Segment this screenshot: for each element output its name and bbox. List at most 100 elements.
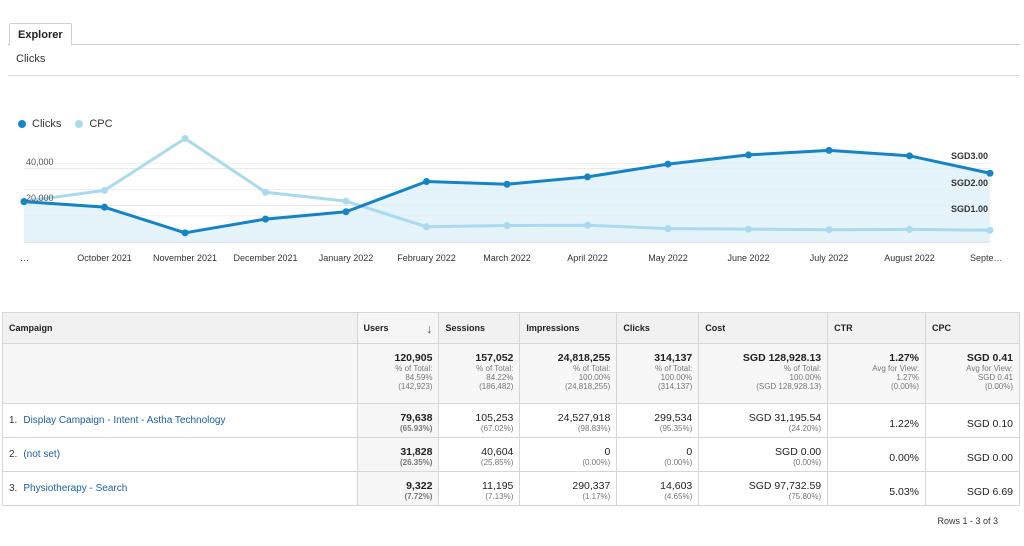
clicks-point [825, 146, 833, 154]
legend-dot-cpc [75, 120, 84, 128]
totals-subtext: % of Total: [783, 364, 822, 373]
metric-value: 5.03% [889, 486, 920, 498]
clicks-point [986, 169, 994, 177]
x-axis-tick: July 2022 [809, 253, 849, 263]
totals-subtext: SGD 0.41 [977, 373, 1013, 382]
totals-cell: 24,818,255% of Total: 100.00% (24,818,255) [519, 343, 618, 404]
col-header-cost[interactable]: Cost [698, 312, 829, 344]
metric-value: SGD 0.00 [775, 446, 822, 458]
metric-percent: (0.00%) [664, 458, 693, 467]
legend-dot-clicks [18, 120, 26, 128]
totals-value: 157,052 [475, 352, 514, 364]
clicks-point [342, 208, 350, 216]
legend-item-cpc[interactable]: CPC [75, 118, 113, 130]
table-row: 1. Display Campaign - Intent - Astha Tech… [2, 403, 1020, 438]
totals-cell: 1.27% Avg for View: 1.27% (0.00%) [827, 343, 927, 404]
cpc-point [101, 186, 108, 194]
col-header-impressions[interactable]: Impressions [519, 312, 618, 344]
col-header-users-label: Users [363, 323, 389, 333]
col-header-campaign[interactable]: Campaign [2, 312, 358, 344]
totals-cell: SGD 0.41 Avg for View: SGD 0.41 (0.00%) [925, 343, 1020, 404]
totals-subtext: (142,923) [398, 382, 433, 391]
tab-explorer[interactable]: Explorer [9, 23, 72, 46]
campaign-link[interactable]: Display Campaign - Intent - Astha Techno… [23, 415, 226, 426]
metric-value: 40,604 [481, 446, 514, 458]
metric-value: 31,828 [400, 446, 433, 458]
x-axis-tick: November 2021 [152, 253, 218, 263]
clicks-point [101, 203, 108, 211]
totals-value: SGD 128,928.13 [742, 352, 822, 364]
chart-legend: Clicks CPC [18, 118, 113, 130]
metric-value: 105,253 [475, 412, 514, 424]
clicks-point [503, 180, 511, 188]
x-axis-tick: February 2022 [397, 253, 456, 263]
metric-percent: (0.00%) [582, 458, 611, 467]
col-header-users[interactable]: Users ↓ [356, 312, 440, 344]
metric-value: 299,534 [654, 412, 693, 424]
rows-info: Rows 1 - 3 of 3 [937, 516, 998, 526]
metric-percent: (75.80%) [788, 492, 822, 501]
legend-label-clicks: Clicks [32, 118, 62, 130]
totals-subtext: % of Total: [395, 364, 433, 373]
cpc-point [342, 197, 350, 205]
metric-value: SGD 31,195.54 [748, 412, 822, 424]
metric-value: 11,195 [482, 480, 514, 492]
metric-cell: SGD 31,195.54 (24.20%) [698, 403, 829, 438]
metric-percent: (25.85%) [480, 458, 514, 467]
legend-item-clicks[interactable]: Clicks [18, 118, 61, 130]
metric-cell: 0.00% [827, 437, 927, 472]
metric-value: 79,638 [400, 412, 433, 424]
table-row: 3. Physiotherapy - Search 9,322 (7.72%) 11,1… [2, 471, 1020, 506]
metric-cell: 14,603 (4.65%) [616, 471, 700, 506]
metric-percent: (1.17%) [582, 492, 611, 501]
totals-subtext: (24,818,255) [564, 382, 611, 391]
x-axis-tick: December 2021 [233, 253, 298, 263]
y-axis-tick-right: SGD2.00 [950, 177, 988, 188]
cpc-point [503, 222, 511, 229]
totals-cell: 314,137% of Total: 100.00% (314,137) [616, 343, 700, 404]
y-axis-tick-right: SGD1.00 [950, 203, 988, 214]
metric-selector[interactable]: Clicks [16, 53, 46, 65]
totals-subtext: Avg for View: [966, 364, 1013, 373]
clicks-point [423, 178, 430, 185]
col-header-ctr[interactable]: CTR [827, 312, 927, 344]
cpc-point [262, 188, 269, 196]
metric-percent: (67.02%) [480, 424, 514, 433]
metric-percent: (98.83%) [577, 424, 611, 433]
metric-cell: 9,322 (7.72%) [356, 471, 440, 506]
metric-percent: (7.13%) [485, 492, 514, 501]
totals-value: 120,905 [394, 352, 433, 364]
cpc-point [423, 223, 430, 231]
table-totals-row: 120,905% of Total: 84.59% (142,923) 157,052… [2, 343, 1020, 404]
col-header-sessions[interactable]: Sessions [438, 312, 521, 344]
clicks-point [262, 215, 269, 223]
campaign-link[interactable]: Physiotherapy - Search [23, 483, 128, 494]
cpc-point [584, 221, 591, 229]
col-header-clicks[interactable]: Clicks [616, 312, 700, 344]
campaign-link[interactable]: (not set) [23, 449, 61, 460]
campaign-cell: 3. Physiotherapy - Search [2, 471, 358, 506]
metric-value: 24,527,918 [557, 412, 611, 424]
metric-cell: 11,195 (7.13%) [438, 471, 521, 506]
totals-subtext: % of Total: [655, 364, 693, 373]
metric-percent: (24.20%) [788, 424, 822, 433]
table-header-row: Campaign Users ↓ Sessions Impressions Cli… [2, 312, 1020, 344]
col-header-cpc[interactable]: CPC [925, 312, 1020, 344]
totals-subtext: (314,137) [658, 382, 693, 391]
metric-value: 9,322 [406, 480, 433, 492]
metric-value: SGD 6.69 [966, 486, 1013, 498]
totals-value: 1.27% [889, 352, 920, 364]
cpc-point [745, 225, 752, 233]
row-index: 1. [9, 415, 18, 426]
row-index: 2. [9, 449, 18, 460]
metric-cell: 290,337 (1.17%) [519, 471, 618, 506]
totals-subtext: % of Total: [476, 364, 514, 373]
metric-cell: 299,534 (95.35%) [616, 403, 700, 438]
x-axis-tick: August 2022 [884, 253, 935, 263]
totals-subtext: (0.00%) [984, 382, 1013, 391]
clicks-area [24, 150, 990, 242]
y-axis-tick-right: SGD3.00 [950, 151, 988, 162]
metric-value: SGD 0.00 [966, 452, 1013, 464]
cpc-point [906, 225, 913, 233]
arrow-down-icon[interactable]: ↓ [425, 320, 433, 336]
